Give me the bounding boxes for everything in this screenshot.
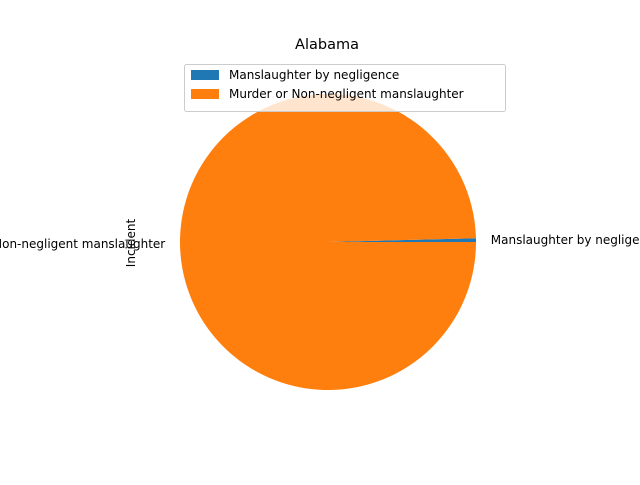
pie-slice-1 bbox=[179, 94, 476, 391]
slice-label-1: Murder or Non-negligent manslaughter bbox=[0, 237, 165, 251]
legend-frame bbox=[184, 64, 506, 112]
legend-label-0: Manslaughter by negligence bbox=[229, 68, 399, 82]
slice-label-0: Manslaughter by negligence bbox=[491, 233, 640, 247]
y-axis-label: Incident bbox=[124, 219, 138, 268]
chart-title: Alabama bbox=[295, 37, 359, 53]
legend[interactable]: Manslaughter by negligence Murder or Non-… bbox=[184, 64, 506, 112]
legend-swatch-0 bbox=[191, 70, 219, 80]
slice-labels: Manslaughter by negligence Murder or Non-… bbox=[0, 233, 640, 251]
legend-label-1: Murder or Non-negligent manslaughter bbox=[229, 87, 464, 101]
pie-slices bbox=[179, 94, 476, 391]
legend-swatch-1 bbox=[191, 89, 219, 99]
pie-slice-0 bbox=[328, 238, 476, 242]
